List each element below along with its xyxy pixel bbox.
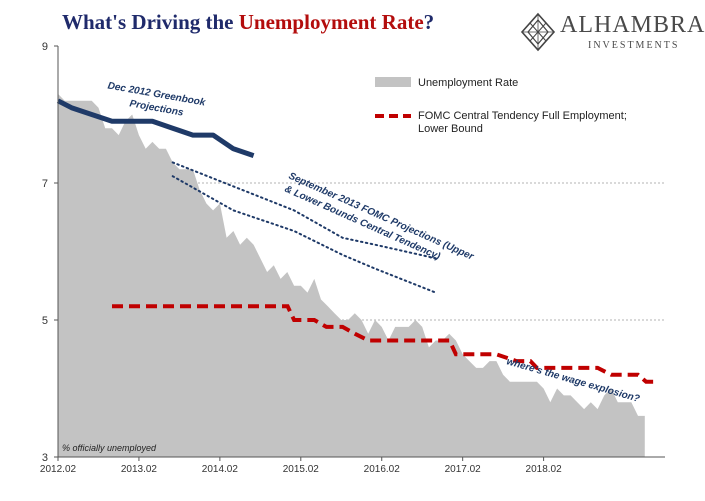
legend-label-unemployment: Unemployment Rate xyxy=(418,77,518,89)
x-tick-label: 2012.02 xyxy=(40,464,77,475)
line-layer xyxy=(56,98,659,384)
footnote-officially-unemployed: % officially unemployed xyxy=(62,443,157,453)
chart-title: What's Driving the Unemployment Rate? xyxy=(62,10,435,34)
x-tick-label: 2015.02 xyxy=(283,464,320,475)
x-tick-label: 2018.02 xyxy=(526,464,563,475)
brand-logo: ALHAMBRA INVESTMENTS xyxy=(520,12,704,54)
x-tick-label: 2016.02 xyxy=(364,464,401,475)
area-layer xyxy=(58,93,645,458)
sept2013-annotation-line1: September 2013 FOMC Projections (Upper xyxy=(287,171,476,263)
greenbook-projection-line xyxy=(56,98,255,158)
x-tick-label: 2017.02 xyxy=(445,464,482,475)
legend-label-fomc-line1: FOMC Central Tendency Full Employment; xyxy=(418,110,627,122)
y-tick-label: 5 xyxy=(42,315,48,327)
y-tick-label: 7 xyxy=(42,178,48,190)
y-tick-label: 3 xyxy=(42,452,48,464)
legend-label-fomc-line2: Lower Bound xyxy=(418,123,483,135)
x-tick-label: 2014.02 xyxy=(202,464,239,475)
sept2013-upper-bound-line xyxy=(171,161,437,260)
sept2013-lower-bound-line xyxy=(171,175,437,294)
brand-name: ALHAMBRA xyxy=(560,12,705,38)
y-tick-label: 9 xyxy=(42,41,48,53)
chart-title-highlight: Unemployment Rate xyxy=(238,10,424,34)
axis-layer: 3 5 7 9 2012.02 2013.02 2014.02 2015.02 2016.02 2… xyxy=(40,41,665,475)
sept2013-annotation-line2: & Lower Bounds Central Tendency) xyxy=(283,184,443,263)
x-tick-label: 2013.02 xyxy=(121,464,158,475)
diamond-lattice-logo-icon xyxy=(520,12,556,52)
unemployment-rate-area xyxy=(58,93,645,458)
legend-swatch-unemployment xyxy=(375,77,411,87)
brand-subtitle: INVESTMENTS xyxy=(588,40,680,51)
fomc-lower-bound-line xyxy=(112,304,659,384)
